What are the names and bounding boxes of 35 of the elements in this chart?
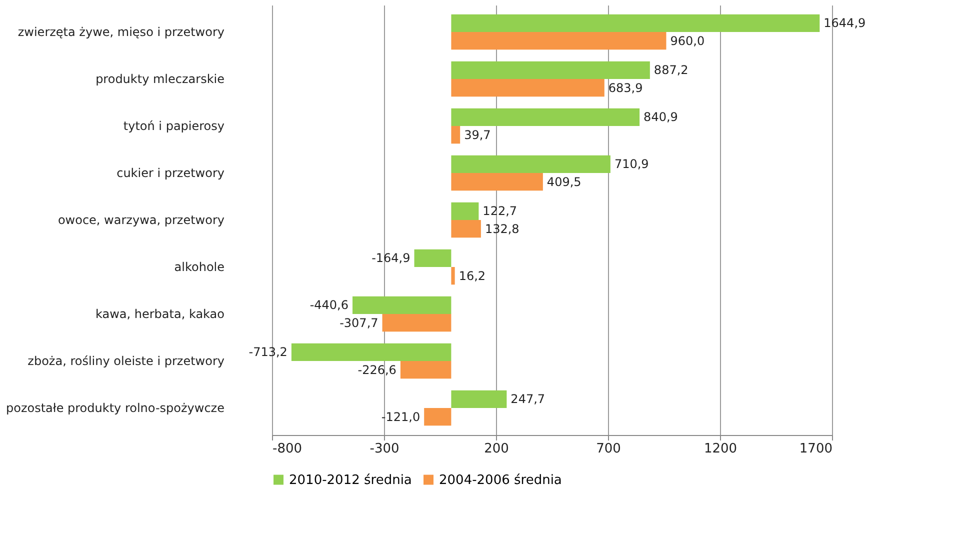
y-tick-label: owoce, warzywa, przetwory <box>58 213 224 227</box>
data-label: -226,6 <box>358 362 396 377</box>
y-tick-label: tytoń i papierosy <box>123 119 224 134</box>
data-label: 39,7 <box>464 128 491 142</box>
legend-label: 2010-2012 średnia <box>289 472 412 488</box>
y-tick-label: produkty mleczarskie <box>96 72 224 86</box>
x-tick-label: -800 <box>272 442 302 456</box>
data-label: 1644,9 <box>824 16 866 30</box>
data-label: 683,9 <box>608 80 643 95</box>
data-label: 960,0 <box>670 34 705 48</box>
legend-label: 2004-2006 średnia <box>439 472 562 488</box>
x-tick-label: 1200 <box>704 442 738 456</box>
y-tick-label: zwierzęta żywe, mięso i przetwory <box>18 25 224 40</box>
data-label: 887,2 <box>654 63 688 78</box>
data-label: -713,2 <box>248 345 288 360</box>
data-label: -121,0 <box>381 410 420 424</box>
y-tick-label: kawa, herbata, kakao <box>96 306 224 321</box>
x-tick-label: -300 <box>370 442 400 456</box>
data-label: -440,6 <box>310 298 349 312</box>
y-tick-label: pozostałe produkty rolno-spożywcze <box>6 400 224 415</box>
y-tick-label: alkohole <box>174 260 224 274</box>
data-label: -307,7 <box>340 316 378 330</box>
data-label: 122,7 <box>482 204 518 218</box>
x-tick-label: 200 <box>484 442 509 456</box>
y-tick-label: zboża, rośliny oleiste i przetwory <box>28 354 224 368</box>
data-label: 16,2 <box>458 268 486 283</box>
data-label: 840,9 <box>644 110 678 124</box>
data-label: 710,9 <box>614 157 649 172</box>
x-tick-label: 1700 <box>799 442 832 456</box>
data-label: -164,9 <box>372 251 410 266</box>
x-tick-label: 700 <box>596 442 621 456</box>
data-label: 409,5 <box>546 174 582 189</box>
data-label: 247,7 <box>510 392 546 406</box>
y-tick-label: cukier i przetwory <box>116 166 224 180</box>
data-label: 132,8 <box>484 222 520 236</box>
